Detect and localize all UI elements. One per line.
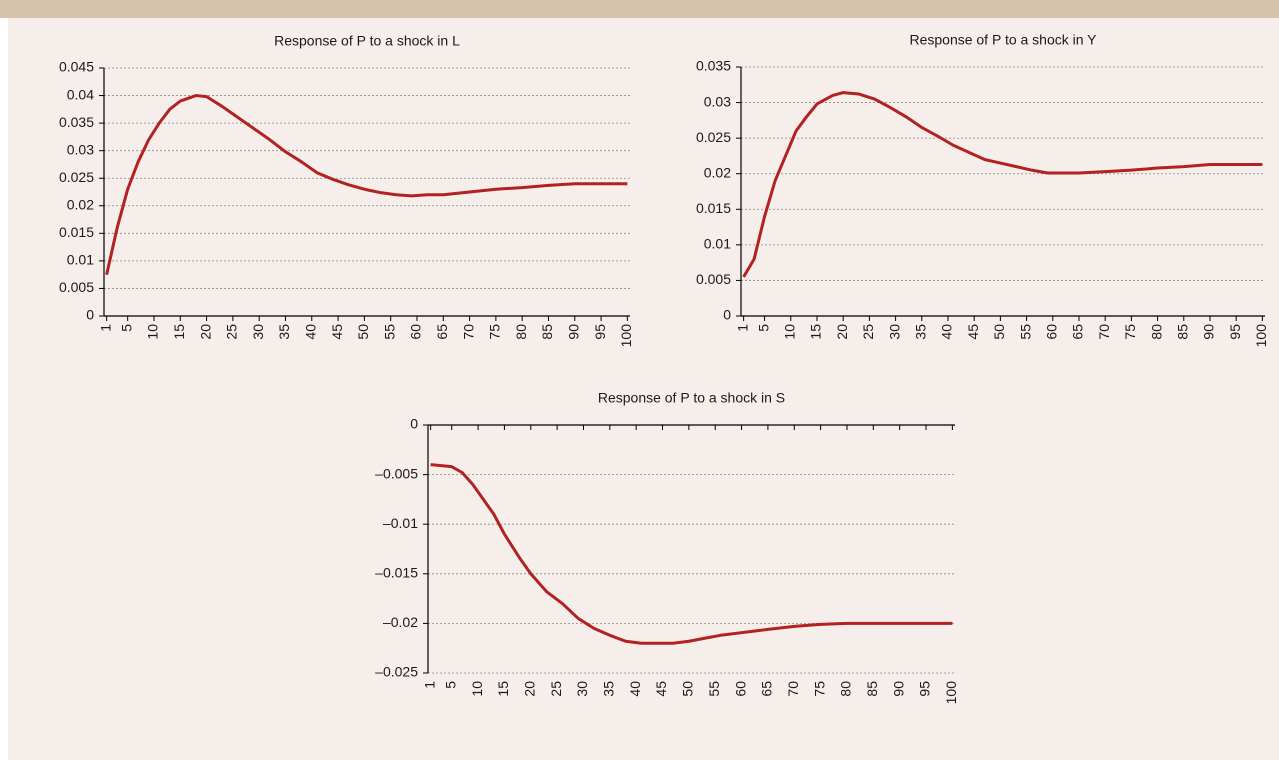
x-tick-label: 20 bbox=[521, 681, 537, 697]
y-tick-label: –0.01 bbox=[383, 515, 418, 531]
x-tick-label: 55 bbox=[706, 681, 722, 697]
line-series bbox=[430, 463, 953, 645]
x-tick-label: 50 bbox=[355, 324, 371, 340]
x-tick-label: 65 bbox=[1070, 324, 1086, 340]
y-tick-label: 0.04 bbox=[67, 86, 94, 102]
x-tick-label: 65 bbox=[434, 324, 450, 340]
x-tick-label: 65 bbox=[759, 681, 775, 697]
y-tick-label: 0.015 bbox=[59, 224, 94, 240]
y-tick-label: 0.02 bbox=[67, 196, 94, 212]
x-tick-label: 10 bbox=[145, 324, 161, 340]
x-tick-label: 35 bbox=[601, 681, 617, 697]
x-tick-label: 25 bbox=[224, 324, 240, 340]
x-tick-label: 50 bbox=[991, 324, 1007, 340]
x-tick-label: 5 bbox=[118, 324, 134, 332]
y-tick-label: 0.035 bbox=[59, 114, 94, 130]
y-tick-label: 0.045 bbox=[59, 59, 94, 75]
x-tick-label: 15 bbox=[808, 324, 824, 340]
chart-title: Response of P to a shock in Y bbox=[909, 32, 1097, 48]
x-tick-label: 1 bbox=[421, 681, 437, 689]
panel bbox=[8, 18, 1279, 760]
x-tick-label: 70 bbox=[460, 324, 476, 340]
y-tick-label: 0.005 bbox=[59, 279, 94, 295]
x-tick-label: 85 bbox=[539, 324, 555, 340]
x-tick-label: 60 bbox=[408, 324, 424, 340]
x-tick-label: 90 bbox=[1201, 324, 1217, 340]
header-band bbox=[0, 0, 1279, 18]
x-tick-label: 75 bbox=[811, 681, 827, 697]
x-tick-label: 45 bbox=[965, 324, 981, 340]
y-tick-label: –0.025 bbox=[375, 664, 418, 680]
x-tick-label: 50 bbox=[680, 681, 696, 697]
x-tick-label: 70 bbox=[785, 681, 801, 697]
line-series bbox=[105, 94, 628, 275]
x-tick-label: 40 bbox=[302, 324, 318, 340]
y-tick-label: 0.03 bbox=[704, 93, 731, 109]
x-tick-label: 30 bbox=[250, 324, 266, 340]
y-tick-label: –0.005 bbox=[375, 465, 418, 481]
x-tick-label: 10 bbox=[781, 324, 797, 340]
line-series bbox=[742, 91, 1263, 278]
x-tick-label: 60 bbox=[732, 681, 748, 697]
x-tick-label: 95 bbox=[1227, 324, 1243, 340]
x-tick-label: 25 bbox=[860, 324, 876, 340]
x-tick-label: 80 bbox=[1148, 324, 1164, 340]
x-tick-label: 95 bbox=[917, 681, 933, 697]
y-tick-label: 0 bbox=[410, 416, 418, 432]
y-tick-label: 0.015 bbox=[696, 200, 731, 216]
x-tick-label: 5 bbox=[755, 324, 771, 332]
x-tick-label: 40 bbox=[627, 681, 643, 697]
chart-title: Response of P to a shock in L bbox=[274, 33, 460, 49]
x-tick-label: 100 bbox=[618, 324, 634, 348]
x-tick-label: 15 bbox=[495, 681, 511, 697]
y-tick-label: –0.02 bbox=[383, 614, 418, 630]
x-tick-label: 100 bbox=[1253, 324, 1269, 348]
x-tick-label: 20 bbox=[834, 324, 850, 340]
x-tick-label: 85 bbox=[1174, 324, 1190, 340]
y-tick-label: 0.005 bbox=[696, 271, 731, 287]
y-tick-label: 0.025 bbox=[59, 169, 94, 185]
y-tick-label: –0.015 bbox=[375, 565, 418, 581]
x-tick-label: 70 bbox=[1096, 324, 1112, 340]
x-tick-label: 75 bbox=[1122, 324, 1138, 340]
x-tick-label: 55 bbox=[1017, 324, 1033, 340]
x-tick-label: 20 bbox=[197, 324, 213, 340]
x-tick-label: 35 bbox=[276, 324, 292, 340]
x-tick-label: 95 bbox=[592, 324, 608, 340]
y-tick-label: 0.01 bbox=[704, 236, 731, 252]
x-tick-label: 1 bbox=[97, 324, 113, 332]
x-tick-label: 30 bbox=[574, 681, 590, 697]
y-tick-label: 0 bbox=[723, 307, 731, 323]
x-tick-label: 45 bbox=[653, 681, 669, 697]
y-tick-label: 0.025 bbox=[696, 129, 731, 145]
x-tick-label: 1 bbox=[734, 324, 750, 332]
x-tick-label: 100 bbox=[943, 681, 959, 705]
y-tick-label: 0.03 bbox=[67, 141, 94, 157]
x-tick-label: 85 bbox=[864, 681, 880, 697]
y-tick-label: 0 bbox=[86, 307, 94, 323]
x-tick-label: 45 bbox=[329, 324, 345, 340]
x-tick-label: 90 bbox=[890, 681, 906, 697]
x-tick-label: 55 bbox=[381, 324, 397, 340]
x-tick-label: 90 bbox=[565, 324, 581, 340]
x-tick-label: 35 bbox=[912, 324, 928, 340]
chart-title: Response of P to a shock in S bbox=[598, 390, 785, 406]
y-tick-label: 0.035 bbox=[696, 58, 731, 74]
x-tick-label: 10 bbox=[469, 681, 485, 697]
x-tick-label: 80 bbox=[513, 324, 529, 340]
x-tick-label: 25 bbox=[548, 681, 564, 697]
x-tick-label: 40 bbox=[939, 324, 955, 340]
x-tick-label: 15 bbox=[171, 324, 187, 340]
y-tick-label: 0.01 bbox=[67, 252, 94, 268]
x-tick-label: 80 bbox=[838, 681, 854, 697]
x-tick-label: 75 bbox=[487, 324, 503, 340]
x-tick-label: 60 bbox=[1043, 324, 1059, 340]
x-tick-label: 30 bbox=[886, 324, 902, 340]
x-tick-label: 5 bbox=[442, 681, 458, 689]
y-tick-label: 0.02 bbox=[704, 164, 731, 180]
